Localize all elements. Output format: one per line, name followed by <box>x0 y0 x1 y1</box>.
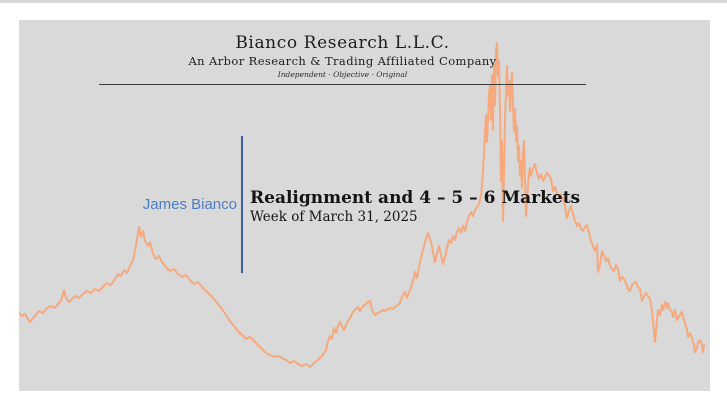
title-block: Realignment and 4 – 5 – 6 Markets Week o… <box>250 188 580 225</box>
price-line-polyline <box>19 42 705 368</box>
slide-canvas: Bianco Research L.L.C. An Arbor Research… <box>19 20 710 391</box>
company-tagline: Independent · Objective · Original <box>277 70 408 79</box>
company-affiliation: An Arbor Research & Trading Affiliated C… <box>188 54 497 68</box>
vertical-divider <box>241 136 243 273</box>
author-name: James Bianco <box>142 196 237 213</box>
company-header: Bianco Research L.L.C. An Arbor Research… <box>99 32 586 85</box>
slide-subtitle: Week of March 31, 2025 <box>250 209 418 225</box>
top-border-band <box>0 0 727 3</box>
company-name: Bianco Research L.L.C. <box>235 33 450 53</box>
background-price-line-chart <box>19 42 705 368</box>
slide-title: Realignment and 4 – 5 – 6 Markets <box>250 188 581 208</box>
header-rule <box>99 84 586 85</box>
